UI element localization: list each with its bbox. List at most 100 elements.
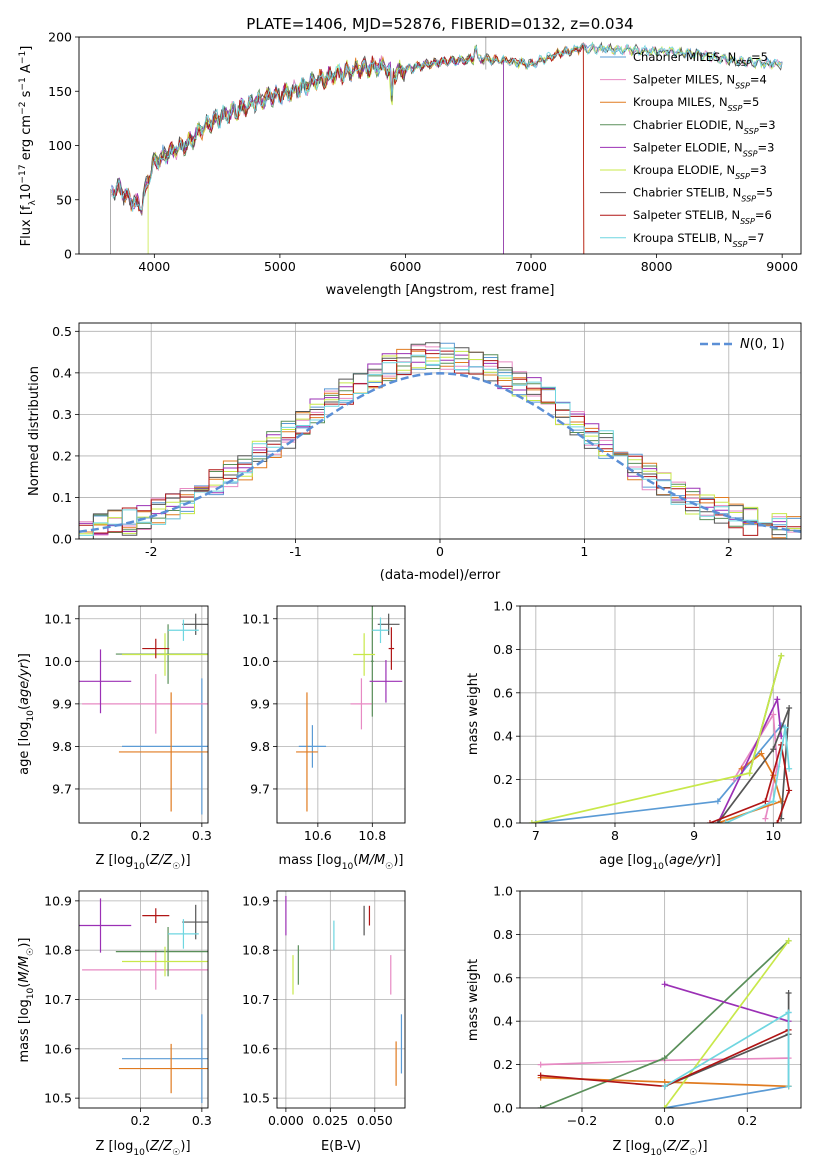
y-tick-label: 0.2 <box>52 448 72 463</box>
y-tick-label: 9.9 <box>250 696 270 711</box>
panel-weight-vs-age: 7 8 9 10 0.0 0.2 0.4 0.6 0.8 1.0 age [log10(age/yr… <box>466 599 802 872</box>
axes-frame <box>78 36 802 255</box>
y-tick-label: 0 <box>64 247 72 262</box>
panel-age-vs-mass: 10.6 10.8 9.7 9.8 9.9 10.0 10.1 mass [log10(M/M… <box>242 605 406 872</box>
y-tick-label: 0.3 <box>52 407 72 422</box>
y-tick-label: 0.6 <box>493 970 513 985</box>
x-tick-label: −0.2 <box>567 1113 597 1128</box>
y-tick-label: 0.6 <box>493 685 513 700</box>
y-axis-label: Flux [fλ10−17 erg cm−2 s−1 A−1] <box>18 46 38 247</box>
weight-marker-7 <box>706 820 713 823</box>
x-tick-label: 8 <box>611 828 619 843</box>
weight-marker-7 <box>786 787 793 794</box>
axes-frame <box>78 322 802 540</box>
y-tick-label: 9.8 <box>250 739 270 754</box>
weight-marker-5 <box>528 820 535 823</box>
weight-line-4 <box>664 983 789 1023</box>
x-tick-label: 1 <box>580 544 588 559</box>
y-tick-label: 0.5 <box>52 324 72 339</box>
x-tick-label: 0 <box>436 544 444 559</box>
y-axis-label: age [log10(age/yr)] <box>17 653 36 775</box>
panel-mass-vs-EBV: 0.000 0.025 0.050 10.5 10.6 10.7 10.8 10.9 E(B-V… <box>242 890 406 1154</box>
weight-marker-8 <box>786 765 793 772</box>
weight-marker-1 <box>770 711 777 718</box>
y-tick-label: 10.0 <box>242 654 270 669</box>
y-tick-label: 150 <box>48 84 72 99</box>
x-axis-label: Z [log10(Z/Z☉)] <box>95 1139 190 1158</box>
panel-spectrum: 4000 5000 6000 7000 8000 9000 0 50 100 150 200 Chab… <box>18 30 802 298</box>
x-tick-label: 0.000 <box>268 1113 304 1128</box>
x-tick-label: 0.2 <box>130 828 150 843</box>
x-axis-label: (data-model)/error <box>380 568 501 583</box>
legend-entry-1: Salpeter MILES, NSSP=4 <box>633 73 767 91</box>
spectrum-line-8 <box>111 41 783 212</box>
axes-frame <box>519 890 802 1109</box>
legend-normal-label: N(0, 1) <box>740 337 785 352</box>
x-tick-label: 7000 <box>515 259 547 274</box>
x-tick-label: 0.2 <box>737 1113 757 1128</box>
weight-marker-5 <box>785 937 792 944</box>
weight-marker-1 <box>730 776 737 783</box>
y-tick-label: 10.8 <box>242 943 270 958</box>
weight-marker-0 <box>532 820 539 823</box>
weight-marker-4 <box>661 981 668 988</box>
axes-frame <box>519 605 802 824</box>
weight-marker-1 <box>762 815 769 822</box>
x-tick-label: 0.2 <box>130 1113 150 1128</box>
y-tick-label: 10.0 <box>44 654 72 669</box>
x-axis-label: E(B-V) <box>321 1139 361 1154</box>
weight-line-8 <box>725 727 790 823</box>
x-tick-label: -1 <box>289 544 301 559</box>
y-tick-label: 0.2 <box>493 1057 513 1072</box>
y-tick-label: 10.7 <box>44 992 72 1007</box>
y-tick-label: 0.0 <box>52 532 72 547</box>
y-axis-label: Normed distribution <box>27 366 42 496</box>
x-tick-label: 6000 <box>390 259 422 274</box>
weight-marker-1 <box>537 1061 544 1068</box>
y-axis-label: mass weight <box>466 959 481 1041</box>
x-tick-label: 10 <box>765 828 781 843</box>
figure-title: PLATE=1406, MJD=52876, FIBERID=0132, z=0… <box>246 15 633 33</box>
y-tick-label: 0.8 <box>493 642 513 657</box>
y-tick-label: 10.6 <box>44 1041 72 1056</box>
weight-marker-3 <box>661 1055 668 1062</box>
weight-marker-8 <box>661 1083 668 1090</box>
x-axis-label: mass [log10(M/M☉)] <box>279 853 404 872</box>
y-tick-label: 10.9 <box>44 893 72 908</box>
x-tick-label: 9 <box>690 828 698 843</box>
x-tick-label: 9000 <box>766 259 798 274</box>
plot-area <box>520 606 801 823</box>
axes-frame <box>276 605 406 824</box>
legend-entry-4: Salpeter ELODIE, NSSP=3 <box>633 140 774 158</box>
plot-area <box>79 323 801 539</box>
y-tick-label: 10.8 <box>44 943 72 958</box>
plot-area <box>520 891 801 1108</box>
weight-marker-8 <box>722 820 729 823</box>
x-tick-label: 5000 <box>264 259 296 274</box>
weight-marker-5 <box>746 770 753 777</box>
weight-marker-0 <box>714 798 721 805</box>
y-tick-label: 1.0 <box>493 599 513 614</box>
weight-marker-7 <box>774 820 781 823</box>
y-tick-label: 9.9 <box>52 696 72 711</box>
y-tick-label: 0.8 <box>493 927 513 942</box>
y-tick-label: 10.5 <box>44 1091 72 1106</box>
y-tick-label: 200 <box>48 30 72 45</box>
weight-line-5 <box>663 940 790 1108</box>
plot-area <box>277 606 405 823</box>
x-tick-label: 10.8 <box>358 828 386 843</box>
legend-entry-0: Chabrier MILES, NSSP=5 <box>633 50 768 68</box>
y-tick-label: 0.2 <box>493 772 513 787</box>
weight-marker-8 <box>785 1083 792 1090</box>
plot-area <box>277 891 405 1108</box>
plot-area <box>79 606 208 823</box>
y-tick-label: 10.1 <box>242 611 270 626</box>
y-tick-label: 10.9 <box>242 893 270 908</box>
panel-residuals: -2 -1 0 1 2 0.0 0.1 0.2 0.3 0.4 0.5 N(0, 1) (data-mo… <box>27 322 802 583</box>
x-tick-label: 0.0 <box>655 1113 675 1128</box>
weight-marker-4 <box>774 696 781 703</box>
weight-marker-8 <box>785 1009 792 1016</box>
x-axis-label: Z [log10(Z/Z☉)] <box>612 1139 707 1158</box>
x-tick-label: 2 <box>725 544 733 559</box>
